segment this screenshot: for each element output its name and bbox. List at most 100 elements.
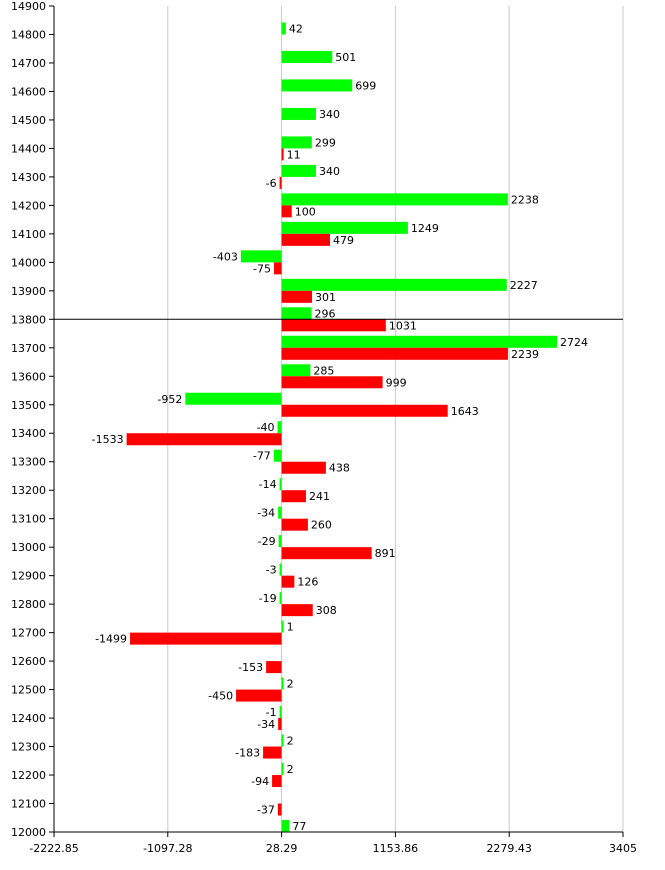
red-value-label: 241 <box>309 490 330 503</box>
green-value-label: -1 <box>266 706 277 719</box>
x-tick-label: 3405 <box>609 842 637 855</box>
bar-group <box>126 22 558 832</box>
green-value-label: -77 <box>253 450 271 463</box>
red-value-label: 100 <box>295 205 316 218</box>
red-value-label: 1643 <box>451 405 479 418</box>
y-tick-label: 12000 <box>11 826 46 839</box>
red-value-label: 999 <box>386 376 407 389</box>
green-bar <box>281 278 507 291</box>
y-tick-label: 12400 <box>11 712 46 725</box>
green-bar <box>281 136 312 149</box>
y-tick-label: 13100 <box>11 513 46 526</box>
green-bar <box>278 535 282 548</box>
axes: 14900 14800 14700 14600 14500 14400 14300 14200… <box>11 0 637 855</box>
red-bar <box>281 547 372 560</box>
green-value-label: -3 <box>266 564 277 577</box>
green-value-label: -403 <box>213 250 238 263</box>
green-value-label: -34 <box>257 507 275 520</box>
y-tick-label: 13500 <box>11 399 46 412</box>
green-value-label: 2 <box>287 735 294 748</box>
green-bar <box>281 307 312 320</box>
green-value-label: 2 <box>287 678 294 691</box>
y-tick-label: 14800 <box>11 28 46 41</box>
green-bar <box>281 364 311 377</box>
value-labels: 42 501 699 340 299 11 340 -6 2238 100 1249 479 -403 -… <box>92 22 588 833</box>
y-tick-label: 13700 <box>11 342 46 355</box>
green-value-label: 285 <box>313 364 334 377</box>
red-value-label: 2239 <box>511 348 539 361</box>
y-tick-label: 12100 <box>11 798 46 811</box>
green-bar <box>278 506 282 519</box>
green-value-label: -29 <box>258 535 276 548</box>
green-bar <box>281 677 284 690</box>
green-bar <box>281 820 290 832</box>
red-value-label: 260 <box>311 519 332 532</box>
red-bar <box>266 661 282 674</box>
red-bar <box>277 803 282 816</box>
green-bar <box>240 250 282 263</box>
red-value-label: -1533 <box>92 433 124 446</box>
green-bar <box>281 22 286 35</box>
red-bar <box>126 433 282 446</box>
y-tick-label: 14100 <box>11 228 46 241</box>
y-tick-label: 14600 <box>11 85 46 98</box>
green-bar <box>281 734 284 747</box>
red-bar <box>281 347 508 360</box>
green-value-label: -952 <box>157 393 182 406</box>
red-value-label: 308 <box>316 604 337 617</box>
y-tick-label: 14000 <box>11 256 46 269</box>
y-tick-label: 14900 <box>11 0 46 13</box>
green-bar <box>281 193 508 206</box>
green-bar <box>281 620 284 633</box>
red-bar <box>236 689 282 702</box>
green-value-label: 2238 <box>511 193 539 206</box>
y-tick-label: 14400 <box>11 142 46 155</box>
y-tick-label: 13900 <box>11 285 46 298</box>
red-bar <box>272 775 282 788</box>
y-tick-label: 12600 <box>11 655 46 668</box>
green-value-label: 1 <box>287 621 294 634</box>
green-value-label: -14 <box>259 478 277 491</box>
red-value-label: -37 <box>257 804 275 817</box>
green-value-label: 2227 <box>510 279 538 292</box>
red-value-label: -34 <box>257 718 275 731</box>
x-tick-label: 28.29 <box>266 842 298 855</box>
y-tick-label: 12300 <box>11 741 46 754</box>
y-tick-label: 14700 <box>11 57 46 70</box>
red-bar <box>281 490 306 503</box>
red-value-label: 1031 <box>389 319 417 332</box>
green-value-label: 2724 <box>560 336 588 349</box>
green-bar <box>185 392 282 405</box>
green-value-label: 296 <box>315 307 336 320</box>
red-value-label: 479 <box>333 234 354 247</box>
grid-lines <box>167 6 624 832</box>
y-tick-label: 14500 <box>11 114 46 127</box>
green-value-label: -40 <box>257 421 275 434</box>
red-bar <box>281 604 313 617</box>
red-bar <box>281 205 292 218</box>
red-value-label: -450 <box>208 690 233 703</box>
y-tick-label: 13400 <box>11 427 46 440</box>
green-bar <box>277 421 282 434</box>
y-tick-label: 14200 <box>11 199 46 212</box>
y-tick-label: 13600 <box>11 370 46 383</box>
green-value-label: 2 <box>287 763 294 776</box>
red-value-label: -94 <box>251 775 269 788</box>
green-bar <box>281 221 408 234</box>
y-tick-label: 12900 <box>11 570 46 583</box>
red-bar <box>281 319 386 332</box>
red-bar <box>281 461 326 474</box>
x-tick-label: 2279.43 <box>486 842 532 855</box>
green-bar <box>279 592 282 605</box>
green-bar <box>279 478 282 491</box>
red-value-label: -6 <box>266 177 277 190</box>
red-value-label: -1499 <box>95 633 127 646</box>
green-value-label: 340 <box>319 165 340 178</box>
x-tick-label: -2222.85 <box>29 842 78 855</box>
red-bar <box>281 518 308 531</box>
y-tick-label: 12800 <box>11 598 46 611</box>
green-value-label: 299 <box>315 136 336 149</box>
green-value-label: 501 <box>335 51 356 64</box>
green-bar <box>281 335 558 348</box>
